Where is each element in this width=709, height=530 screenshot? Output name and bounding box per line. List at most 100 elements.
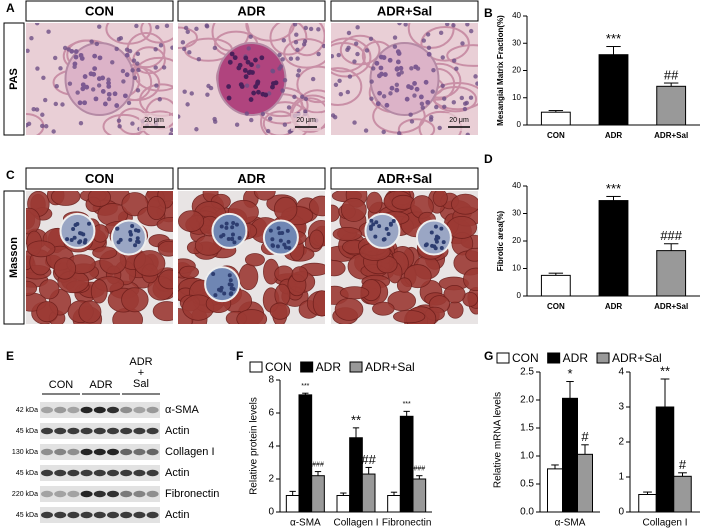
nucleus bbox=[442, 96, 447, 101]
nucleus bbox=[226, 95, 232, 101]
blot-band bbox=[120, 490, 133, 498]
significance: *** bbox=[606, 181, 621, 196]
nucleus bbox=[92, 66, 98, 72]
tubule bbox=[92, 246, 118, 260]
blot-band bbox=[120, 406, 133, 414]
y-tick-label: 2 bbox=[268, 474, 274, 485]
nucleus bbox=[278, 64, 284, 69]
tubule bbox=[397, 118, 436, 135]
blot-band bbox=[107, 469, 119, 477]
significance: ** bbox=[351, 412, 361, 427]
nucleus bbox=[429, 230, 434, 235]
nucleus bbox=[430, 243, 435, 248]
size-label: 45 kDa bbox=[16, 512, 38, 519]
nucleus bbox=[78, 231, 83, 236]
tubule bbox=[463, 267, 478, 292]
nucleus bbox=[270, 81, 276, 86]
nucleus bbox=[420, 105, 426, 110]
nucleus bbox=[34, 23, 40, 26]
nucleus bbox=[386, 232, 391, 237]
nucleus bbox=[135, 88, 141, 93]
nucleus bbox=[227, 273, 232, 278]
blot-band bbox=[93, 448, 106, 456]
tubule bbox=[26, 280, 38, 297]
blot-band bbox=[133, 490, 146, 498]
nucleus bbox=[388, 91, 393, 96]
tubule bbox=[309, 229, 325, 250]
tubule bbox=[446, 44, 478, 67]
nucleus bbox=[242, 68, 248, 73]
nucleus bbox=[249, 117, 254, 123]
nucleus bbox=[451, 100, 457, 105]
nucleus bbox=[408, 112, 413, 117]
nucleus bbox=[382, 237, 387, 242]
nucleus bbox=[259, 55, 265, 61]
nucleus bbox=[368, 226, 373, 231]
nucleus bbox=[394, 82, 400, 87]
bar bbox=[540, 111, 571, 126]
column-header: ADR+Sal bbox=[377, 3, 432, 18]
nucleus bbox=[102, 101, 108, 107]
y-tick-label: 6 bbox=[268, 408, 274, 419]
blot-band bbox=[120, 448, 133, 456]
nucleus bbox=[82, 240, 87, 245]
nucleus bbox=[126, 100, 132, 106]
significance: ### bbox=[660, 228, 682, 243]
size-label: 220 kDa bbox=[12, 491, 38, 498]
nucleus bbox=[62, 45, 68, 51]
micrograph bbox=[178, 191, 325, 324]
nucleus bbox=[451, 58, 457, 63]
blot-band bbox=[133, 448, 146, 456]
tubule bbox=[26, 240, 56, 258]
y-tick-label: 0 bbox=[268, 507, 274, 518]
nucleus bbox=[425, 32, 431, 37]
nucleus bbox=[82, 74, 88, 79]
nucleus bbox=[394, 66, 400, 72]
nucleus bbox=[282, 78, 288, 83]
nucleus bbox=[73, 49, 79, 54]
legend-swatch bbox=[596, 352, 610, 364]
nucleus bbox=[267, 116, 273, 121]
tubule bbox=[340, 197, 367, 222]
nucleus bbox=[80, 86, 86, 92]
nucleus bbox=[468, 95, 474, 100]
y-tick-label: 40 bbox=[512, 11, 521, 20]
nucleus bbox=[338, 91, 344, 97]
nucleus bbox=[112, 91, 118, 97]
tubule bbox=[339, 34, 381, 66]
glomerulus bbox=[262, 219, 299, 256]
nucleus bbox=[352, 59, 357, 64]
nucleus bbox=[459, 95, 465, 101]
blot-band bbox=[133, 406, 146, 414]
nucleus bbox=[331, 54, 335, 59]
nucleus bbox=[92, 53, 98, 59]
blot-band bbox=[107, 490, 119, 498]
nucleus bbox=[116, 118, 122, 123]
x-tick-label: CON bbox=[547, 131, 565, 140]
nucleus bbox=[287, 129, 293, 134]
nucleus bbox=[40, 123, 45, 129]
nucleus bbox=[41, 75, 46, 80]
tubule bbox=[133, 250, 166, 277]
x-tick-label: Fibronectin bbox=[382, 518, 431, 529]
significance: ## bbox=[664, 67, 679, 82]
nucleus bbox=[285, 228, 290, 233]
significance: # bbox=[679, 457, 687, 472]
x-tick-label: ADR bbox=[605, 302, 623, 311]
nucleus bbox=[433, 224, 438, 229]
bar bbox=[638, 494, 657, 513]
nucleus bbox=[441, 240, 446, 245]
blot-band bbox=[67, 511, 80, 519]
panel-letter: B bbox=[484, 6, 493, 20]
x-tick-label: ADR bbox=[605, 131, 623, 140]
nucleus bbox=[363, 128, 369, 133]
nucleus bbox=[408, 85, 414, 91]
glomerulus bbox=[211, 212, 248, 249]
glomerulus bbox=[110, 219, 147, 256]
stain-label: PAS bbox=[8, 68, 20, 90]
tubule bbox=[152, 301, 173, 322]
nucleus bbox=[84, 84, 90, 90]
bar bbox=[577, 453, 593, 513]
x-tick-label: Collagen I bbox=[642, 518, 687, 529]
nucleus bbox=[268, 228, 273, 233]
